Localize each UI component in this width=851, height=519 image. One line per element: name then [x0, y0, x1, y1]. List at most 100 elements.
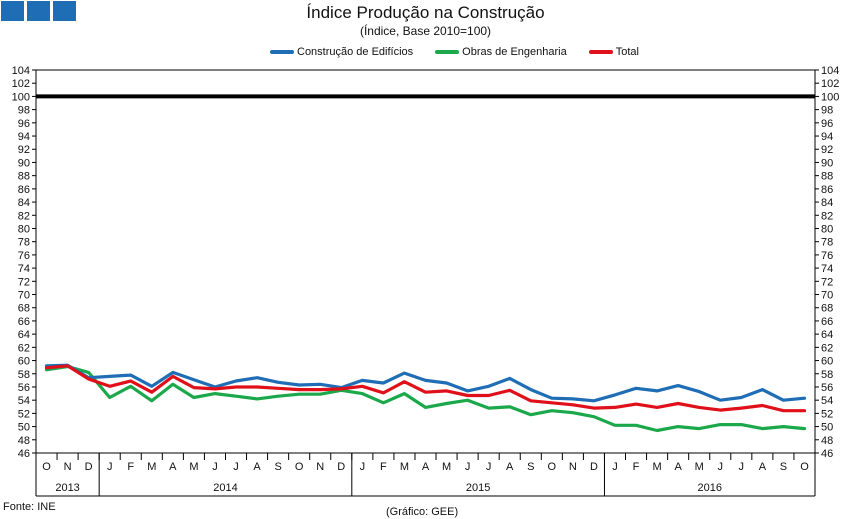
source-note: Fonte: INE [3, 501, 56, 513]
y-tick-label-right: 86 [821, 184, 833, 196]
y-tick-label-right: 104 [821, 65, 839, 77]
x-month-label: D [590, 461, 598, 473]
x-year-label: 2014 [213, 482, 237, 494]
y-tick-label-left: 76 [18, 250, 30, 262]
y-tick-label-left: 52 [18, 408, 30, 420]
y-tick-label-left: 78 [18, 237, 30, 249]
x-month-label: A [253, 461, 261, 473]
y-tick-label-right: 78 [821, 237, 833, 249]
y-tick-label-right: 52 [821, 408, 833, 420]
y-tick-label-left: 94 [18, 131, 30, 143]
chart-title: Índice Produção na Construção [306, 3, 545, 22]
x-month-label: M [400, 461, 409, 473]
y-tick-label-right: 76 [821, 250, 833, 262]
x-month-label: J [233, 461, 239, 473]
series-line-obras [44, 364, 807, 433]
legend-swatch-total [588, 50, 613, 54]
x-year-label: 2013 [55, 482, 79, 494]
legend-item-construcao: Construção de Edifícios [270, 46, 413, 58]
x-month-label: A [422, 461, 430, 473]
x-month-label: A [759, 461, 767, 473]
y-tick-label-right: 80 [821, 223, 833, 235]
legend-item-obras: Obras de Engenharia [435, 46, 567, 58]
y-tick-label-right: 56 [821, 382, 833, 394]
y-tick-label-left: 50 [18, 422, 30, 434]
y-tick-label-right: 62 [821, 342, 833, 354]
x-month-label: D [337, 461, 345, 473]
x-month-label: J [486, 461, 492, 473]
y-tick-label-right: 84 [821, 197, 833, 209]
x-month-label: O [295, 461, 304, 473]
y-tick-label-left: 60 [18, 356, 30, 368]
y-tick-label-left: 46 [18, 448, 30, 460]
x-month-label: S [274, 461, 281, 473]
x-year-label: 2016 [697, 482, 721, 494]
x-month-label: M [653, 461, 662, 473]
x-month-label: M [695, 461, 704, 473]
y-tick-label-right: 68 [821, 303, 833, 315]
x-month-label: J [612, 461, 618, 473]
y-tick-label-right: 58 [821, 369, 833, 381]
y-tick-label-right: 50 [821, 422, 833, 434]
y-tick-label-right: 102 [821, 78, 839, 90]
x-month-label: A [169, 461, 177, 473]
x-month-label: J [739, 461, 745, 473]
chart-subtitle: (Índice, Base 2010=100) [359, 24, 492, 38]
y-tick-label-right: 98 [821, 105, 833, 117]
logo-square-2 [27, 1, 50, 21]
y-tick-label-left: 48 [18, 435, 30, 447]
y-tick-label-left: 70 [18, 290, 30, 302]
y-tick-label-left: 104 [12, 65, 30, 77]
y-tick-label-left: 62 [18, 342, 30, 354]
x-month-label: D [85, 461, 93, 473]
series-line-construcao [44, 363, 807, 403]
y-tick-label-left: 92 [18, 144, 30, 156]
gee-logo [1, 1, 76, 21]
x-month-label: O [548, 461, 557, 473]
logo-square-1 [1, 1, 24, 21]
x-month-label: J [718, 461, 724, 473]
y-tick-label-left: 66 [18, 316, 30, 328]
y-tick-label-right: 82 [821, 210, 833, 222]
y-tick-label-left: 56 [18, 382, 30, 394]
y-tick-label-right: 88 [821, 171, 833, 183]
y-tick-label-right: 46 [821, 448, 833, 460]
y-tick-label-right: 70 [821, 290, 833, 302]
x-month-label: J [107, 461, 113, 473]
y-tick-label-left: 90 [18, 157, 30, 169]
x-month-label: J [360, 461, 366, 473]
y-tick-label-left: 64 [18, 329, 30, 341]
y-tick-label-right: 64 [821, 329, 833, 341]
y-tick-label-left: 58 [18, 369, 30, 381]
legend-label-obras: Obras de Engenharia [462, 46, 567, 58]
y-tick-label-left: 54 [18, 395, 30, 407]
x-month-label: N [64, 461, 72, 473]
x-month-label: N [316, 461, 324, 473]
y-tick-label-left: 96 [18, 118, 30, 130]
x-month-label: M [147, 461, 156, 473]
plot-frame [35, 69, 816, 454]
legend-label-construcao: Construção de Edifícios [297, 46, 414, 58]
y-tick-label-left: 72 [18, 276, 30, 288]
x-month-label: N [569, 461, 577, 473]
chart-legend: Construção de Edifícios Obras de Engenha… [270, 46, 661, 58]
x-month-label: S [527, 461, 534, 473]
y-tick-label-right: 90 [821, 157, 833, 169]
x-month-label: M [189, 461, 198, 473]
y-tick-label-left: 84 [18, 197, 30, 209]
legend-item-total: Total [588, 46, 639, 58]
series-line-total [44, 364, 807, 413]
y-tick-label-right: 92 [821, 144, 833, 156]
credit-note: (Gráfico: GEE) [386, 506, 459, 518]
y-tick-label-left: 98 [18, 105, 30, 117]
y-tick-label-left: 74 [18, 263, 30, 275]
y-tick-label-left: 100 [12, 91, 30, 103]
y-tick-label-right: 60 [821, 356, 833, 368]
x-year-label: 2015 [466, 482, 490, 494]
y-tick-label-right: 94 [821, 131, 833, 143]
y-tick-label-left: 86 [18, 184, 30, 196]
y-tick-label-right: 72 [821, 276, 833, 288]
x-month-label: A [674, 461, 682, 473]
x-month-label: S [780, 461, 787, 473]
x-month-label: M [442, 461, 451, 473]
